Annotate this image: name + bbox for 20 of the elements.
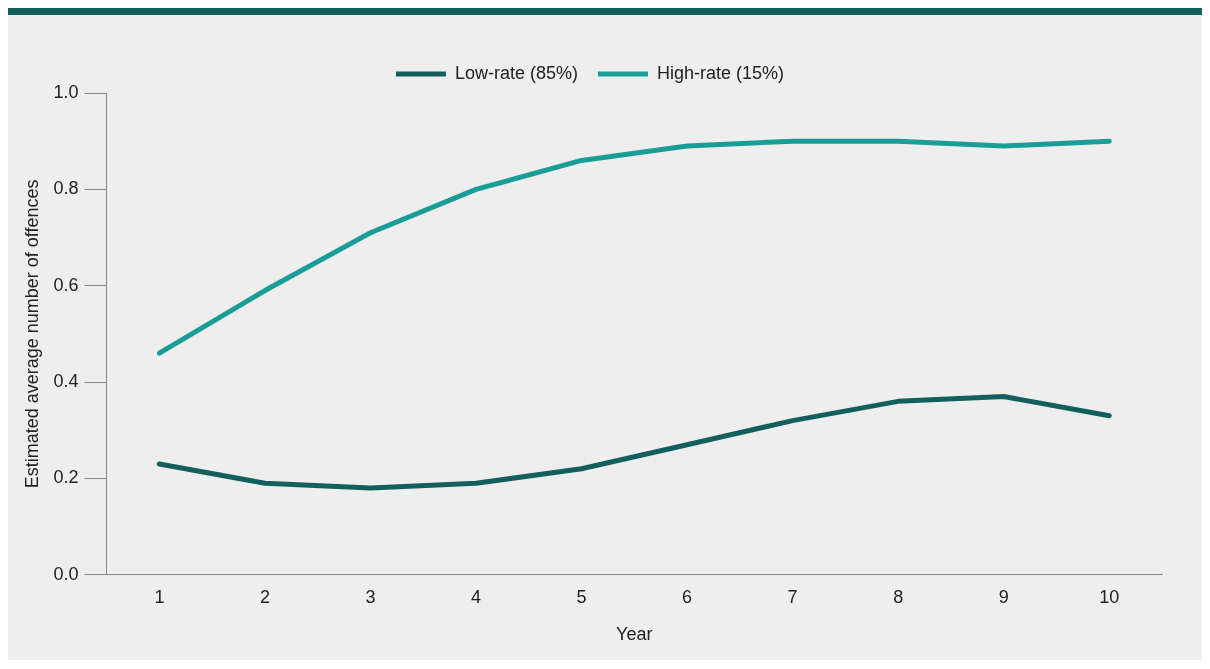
x-tick-label: 7 [787,586,798,607]
x-tick-label: 8 [893,586,904,607]
y-tick-label: 1.0 [53,81,79,102]
x-tick-label: 10 [1099,586,1120,607]
x-axis-title: Year [616,624,653,645]
x-tick-label: 9 [998,586,1009,607]
x-tick-label: 4 [471,586,482,607]
x-tick-label: 1 [154,586,165,607]
x-tick-label: 5 [576,586,587,607]
y-tick-label: 0.2 [53,467,79,488]
y-tick-label: 0.6 [53,274,79,295]
x-tick-label: 6 [682,586,693,607]
legend-label: Low-rate (85%) [454,62,578,83]
x-tick-label: 2 [259,586,270,607]
y-tick-label: 0.0 [53,563,79,584]
x-tick-label: 3 [365,586,376,607]
y-axis-title: Estimated average number of offences [21,179,42,489]
y-tick-label: 0.4 [53,371,79,392]
y-tick-label: 0.8 [53,178,79,199]
legend-label: High-rate (15%) [657,62,785,83]
